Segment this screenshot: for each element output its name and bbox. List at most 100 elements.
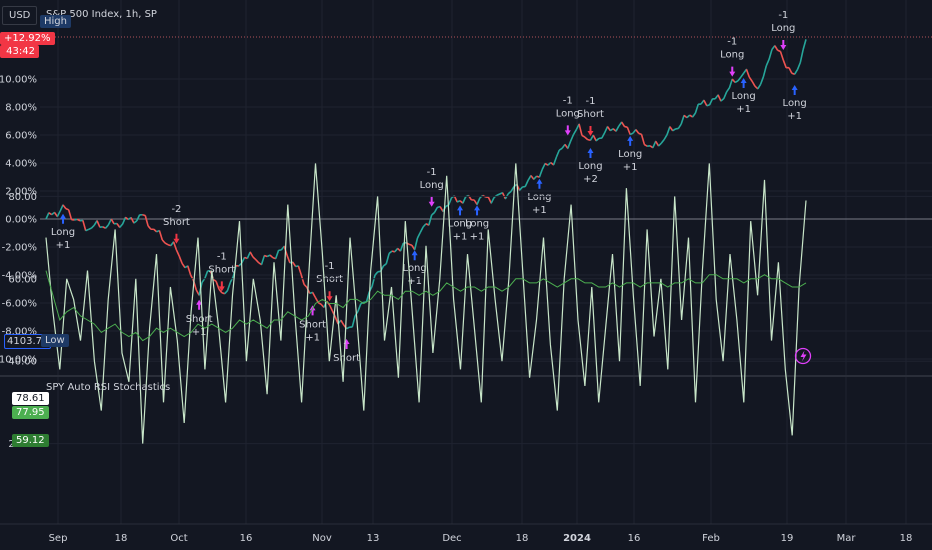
signal-label: Long: [465, 218, 489, 229]
signal-long: Long +1: [465, 205, 489, 242]
y-tick-label: -2.00%: [2, 243, 37, 254]
price-segment: [762, 65, 768, 77]
x-tick-label: 18: [115, 533, 128, 544]
signal-long: Long +1: [618, 135, 642, 173]
price-segment: [408, 243, 413, 246]
price-segment: [453, 195, 458, 203]
price-segment: [620, 121, 626, 128]
price-segment: [581, 134, 586, 138]
price-segment: [629, 132, 634, 136]
price-segment: [215, 281, 220, 290]
indicator-tick-label: 60.00: [8, 274, 37, 285]
price-segment: [490, 197, 495, 204]
price-segment: [496, 193, 501, 196]
price-segment: [351, 315, 356, 328]
price-segment: [102, 226, 106, 229]
price-segment: [552, 156, 558, 166]
price-segment: [269, 254, 274, 259]
price-segment: [286, 254, 291, 264]
price-grid: [40, 0, 932, 524]
price-segment: [110, 218, 115, 225]
signal-short: -1 Short: [208, 251, 235, 292]
price-segment: [640, 134, 646, 145]
signal-label: Long: [448, 218, 472, 229]
price-segment: [130, 217, 135, 224]
price-segment: [683, 114, 688, 119]
price-segment: [212, 278, 217, 283]
signal-label: Short: [299, 319, 326, 330]
x-tick-label: Feb: [702, 533, 720, 544]
x-tick-label: Nov: [312, 533, 332, 544]
symbol-title[interactable]: S&P 500 Index, 1h, SP: [46, 9, 157, 20]
signal-qty: -2: [171, 204, 181, 215]
price-segment: [328, 304, 334, 312]
price-segment: [121, 217, 127, 225]
exit-arrow-icon: [428, 196, 435, 207]
signal-exit: -1 Long: [420, 167, 444, 207]
price-segment: [221, 291, 225, 295]
price-segment: [603, 126, 609, 134]
price-segment: [413, 237, 419, 250]
indicator-title[interactable]: SPY Auto RSI Stochastics: [46, 382, 171, 393]
signal-qty: -1: [585, 96, 595, 107]
price-segment: [133, 220, 138, 224]
signal-label: Short: [186, 314, 213, 325]
price-segment: [572, 129, 577, 135]
lightning-icon[interactable]: [794, 347, 812, 365]
price-segment: [487, 196, 492, 204]
price-segment: [229, 276, 234, 283]
price-segment: [189, 274, 195, 281]
x-tick-label: 16: [628, 533, 641, 544]
price-segment: [536, 175, 540, 178]
price-segment: [62, 204, 67, 210]
signal-qty: +1: [736, 104, 751, 115]
price-segment: [643, 143, 648, 147]
countdown-badge: 43:42: [0, 45, 39, 58]
price-segment: [187, 265, 192, 276]
signal-qty: -1: [217, 251, 227, 262]
signal-short: -1 Short: [577, 96, 604, 136]
signal-qty: +1: [470, 231, 485, 242]
price-segment: [416, 232, 422, 239]
signal-label: Short: [208, 264, 235, 275]
price-segment: [569, 134, 575, 142]
signal-label: Long: [420, 180, 444, 191]
exit-arrow-icon: [564, 125, 571, 136]
signal-long: Long +1: [527, 178, 552, 216]
price-segment: [708, 98, 714, 106]
price-segment: [439, 206, 444, 212]
x-tick-label: Mar: [837, 533, 857, 544]
price-segment: [374, 271, 379, 276]
price-segment: [104, 224, 109, 229]
price-segment: [334, 316, 339, 325]
signal-exit: Short: [333, 339, 360, 364]
x-tick-label: 16: [240, 533, 253, 544]
long-arrow-icon: [791, 85, 798, 95]
long-arrow-icon: [740, 78, 747, 88]
price-segment: [655, 140, 660, 147]
price-segment: [720, 98, 725, 102]
price-segment: [677, 123, 682, 129]
price-segment: [796, 62, 802, 70]
price-segment: [226, 282, 232, 291]
signal-qty: -1: [727, 37, 737, 48]
price-segment: [59, 204, 64, 212]
price-segment: [706, 104, 710, 107]
currency-button[interactable]: USD: [2, 6, 38, 25]
price-segment: [74, 218, 78, 221]
y-tick-label: -8.00%: [2, 327, 37, 338]
price-segment: [606, 126, 611, 132]
signal-label: Long: [578, 161, 602, 172]
signal-qty: +1: [532, 205, 547, 216]
price-segment: [119, 223, 124, 228]
price-segment: [297, 265, 302, 275]
price-segment: [175, 249, 181, 257]
price-segment: [252, 256, 257, 261]
stoch-k-badge: 77.95: [12, 406, 49, 419]
price-segment: [422, 223, 427, 228]
y-tick-label: 8.00%: [5, 103, 37, 114]
price-segment: [346, 326, 350, 330]
price-segment: [255, 259, 260, 264]
signal-label: Long: [527, 192, 551, 203]
